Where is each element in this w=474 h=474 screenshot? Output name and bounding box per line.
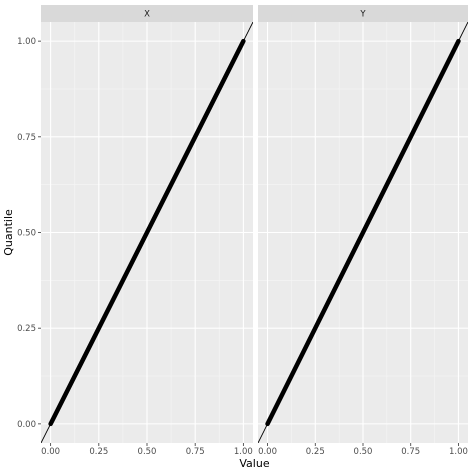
y-axis-title: Quantile bbox=[2, 209, 15, 256]
facet-panel: X 0.00 0.25 0.50 0.75 1.00 bbox=[41, 5, 253, 457]
x-tick-label: 1.00 bbox=[449, 447, 468, 457]
facet-strip bbox=[258, 5, 468, 22]
series-line bbox=[48, 38, 246, 427]
x-tick-label: 1.00 bbox=[234, 447, 253, 457]
facet-strip bbox=[41, 5, 253, 22]
x-tick-label: 0.25 bbox=[89, 447, 108, 457]
x-tick-label: 0.00 bbox=[41, 447, 60, 457]
x-tick-label: 0.75 bbox=[401, 447, 420, 457]
x-tick-label: 0.25 bbox=[306, 447, 325, 457]
y-tick-label: 0.25 bbox=[17, 324, 36, 334]
x-tick-label: 0.50 bbox=[138, 447, 157, 457]
facet-panels: X 0.00 0.25 0.50 0.75 1.00 Y 0.00 0.25 0.50 0.75 1.… bbox=[41, 5, 468, 457]
x-axis-title: Value bbox=[239, 457, 269, 470]
facet-strip-label: X bbox=[144, 10, 150, 20]
y-tick-label: 0.75 bbox=[17, 133, 36, 143]
x-tick-label: 0.00 bbox=[258, 447, 277, 457]
y-tick-label: 1.00 bbox=[17, 37, 36, 47]
x-tick-label: 0.50 bbox=[354, 447, 373, 457]
facet-strip-label: Y bbox=[359, 10, 366, 20]
y-axis: 0.00 0.25 0.50 0.75 1.00 bbox=[17, 37, 41, 430]
facet-panel: Y 0.00 0.25 0.50 0.75 1.00 bbox=[258, 5, 468, 457]
series-line bbox=[265, 38, 461, 427]
x-tick-label: 0.75 bbox=[186, 447, 205, 457]
y-tick-label: 0.50 bbox=[17, 229, 36, 239]
y-tick-label: 0.00 bbox=[17, 420, 36, 430]
